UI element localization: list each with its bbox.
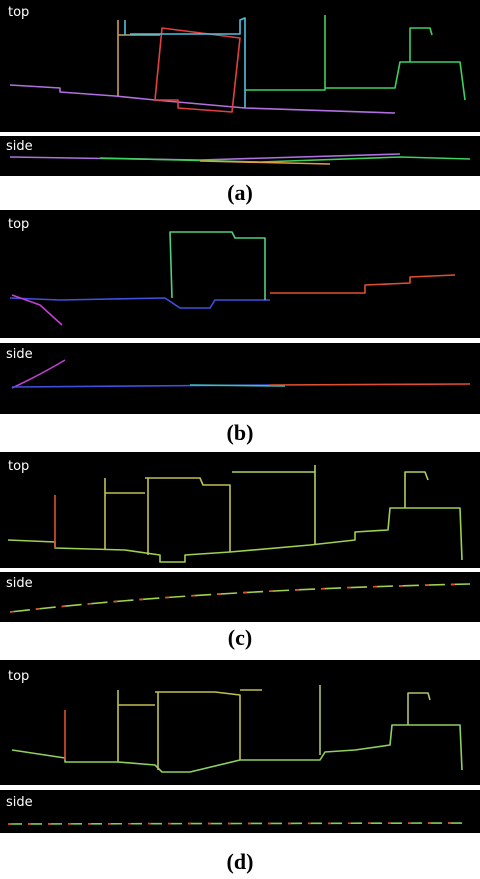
panel-label: (d) [227,849,254,874]
trajectory [319,685,431,755]
panel-label: (c) [228,625,252,650]
panel-d: top side (d) [0,660,480,874]
side-view [0,343,480,414]
trajectory [245,15,466,101]
trajectory [232,465,429,545]
trajectory [104,477,231,555]
view-label: top [8,669,29,684]
trajectory [270,274,456,294]
side-view [0,136,480,176]
trajectory [199,160,331,165]
panel-a: top side (a) [0,0,480,205]
trajectory [154,27,241,113]
view-label: top [8,459,29,474]
trajectory [99,156,471,163]
view-label: side [6,576,33,591]
view-label: top [8,5,29,20]
trajectory [11,359,66,389]
side-view [0,572,480,622]
side-view [0,790,480,833]
trajectory [169,231,266,300]
trajectory [124,17,246,108]
trajectory [117,689,262,770]
view-label: top [8,217,29,232]
view-label: side [6,795,33,810]
trajectory [269,383,471,386]
panel-b: top side (b) [0,210,480,445]
panel-c: top side (c) [0,452,480,650]
trajectory [11,294,63,326]
trajectory [189,384,286,387]
panel-label: (a) [227,180,253,205]
view-label: side [6,139,33,154]
trajectory [7,822,469,825]
top-view [0,210,480,338]
view-label: side [6,347,33,362]
trajectory [9,583,471,613]
trajectory [7,507,463,563]
trajectory [9,297,270,309]
panel-label: (b) [227,420,254,445]
